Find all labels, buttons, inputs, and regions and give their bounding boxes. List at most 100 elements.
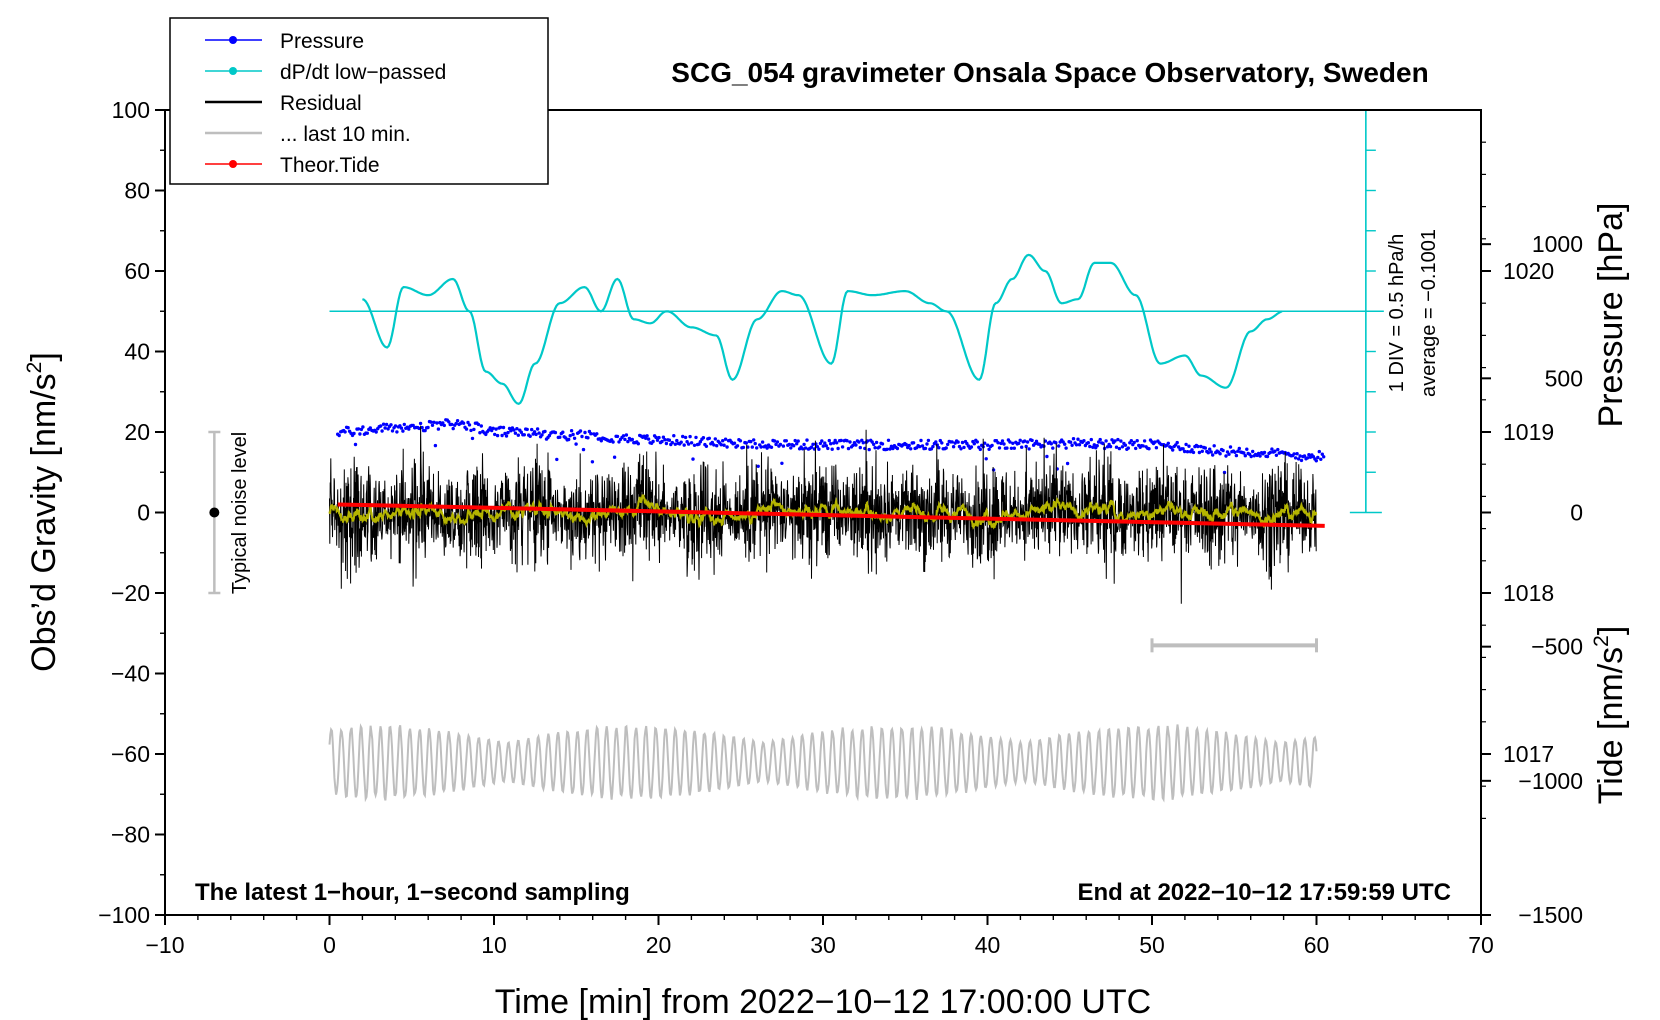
pressure-point bbox=[358, 432, 362, 436]
y-tick-label: −40 bbox=[111, 661, 150, 687]
tide-axis-label-sup: 2 bbox=[1590, 635, 1613, 647]
pressure-point bbox=[809, 445, 814, 449]
pressure-point bbox=[621, 434, 626, 438]
legend: Pressure dP/dt low−passed Residual ... last… bbox=[169, 17, 549, 185]
pressure-point bbox=[1270, 447, 1274, 451]
pressure-point bbox=[1132, 440, 1136, 445]
pressure-point bbox=[749, 439, 753, 444]
pressure-point bbox=[368, 426, 372, 430]
pressure-point bbox=[1181, 447, 1185, 451]
pressure-point bbox=[501, 425, 506, 430]
pressure-point bbox=[1008, 440, 1012, 444]
pressure-point bbox=[867, 447, 871, 452]
y-axis-label-close: ] bbox=[25, 352, 63, 361]
pressure-point bbox=[430, 423, 435, 427]
pressure-point bbox=[719, 443, 723, 447]
pressure-point bbox=[578, 429, 583, 433]
pressure-point bbox=[686, 442, 691, 446]
pressure-point bbox=[707, 436, 711, 440]
pressure-point bbox=[891, 446, 895, 451]
pressure-point bbox=[525, 427, 529, 432]
pressure-point bbox=[969, 445, 974, 449]
pressure-point bbox=[374, 430, 378, 434]
pressure-point bbox=[832, 441, 836, 445]
pressure-point bbox=[732, 441, 737, 445]
pressure-point bbox=[395, 430, 399, 434]
pressure-point bbox=[672, 434, 676, 438]
pressure-point bbox=[861, 441, 865, 445]
pressure-point bbox=[1116, 437, 1120, 442]
pressure-point bbox=[1221, 448, 1225, 453]
pressure-point bbox=[1147, 447, 1151, 451]
y-tick-label: 60 bbox=[124, 258, 150, 284]
y-tick-label: −100 bbox=[98, 902, 150, 928]
pressure-point bbox=[960, 440, 965, 445]
pressure-point bbox=[683, 435, 688, 440]
pressure-point bbox=[491, 426, 495, 430]
pressure-point bbox=[568, 434, 572, 438]
pressure-point bbox=[1082, 439, 1086, 443]
pressure-point bbox=[821, 444, 825, 448]
pressure-point bbox=[682, 443, 686, 447]
pressure-tick-label: 1017 bbox=[1503, 741, 1554, 767]
pressure-point bbox=[920, 444, 925, 448]
pressure-point bbox=[1141, 444, 1145, 448]
pressure-point bbox=[1211, 453, 1215, 457]
pressure-point bbox=[555, 457, 559, 462]
pressure-point bbox=[673, 442, 677, 446]
pressure-point bbox=[1296, 457, 1301, 461]
pressure-point bbox=[774, 442, 778, 447]
pressure-point bbox=[1242, 451, 1246, 455]
pressure-point bbox=[663, 438, 667, 442]
pressure-point bbox=[753, 441, 757, 446]
pressure-point bbox=[534, 432, 538, 437]
tide-tick-label: 1000 bbox=[1532, 231, 1583, 257]
pressure-point bbox=[1086, 441, 1091, 445]
y-tick-label: 80 bbox=[124, 178, 150, 204]
pressure-point bbox=[574, 442, 578, 446]
pressure-point bbox=[626, 439, 630, 444]
pressure-point bbox=[990, 443, 994, 448]
pressure-point bbox=[1258, 454, 1262, 458]
pressure-point bbox=[823, 441, 827, 445]
pressure-point bbox=[423, 428, 427, 433]
pressure-point bbox=[599, 439, 603, 443]
pressure-point bbox=[857, 440, 861, 444]
pressure-point bbox=[1218, 452, 1222, 456]
pressure-point bbox=[532, 430, 537, 434]
pressure-point bbox=[840, 445, 845, 449]
pressure-point bbox=[470, 436, 475, 441]
pressure-point bbox=[451, 426, 455, 431]
pressure-point bbox=[383, 426, 387, 430]
pressure-point bbox=[1009, 446, 1014, 450]
pressure-point bbox=[792, 444, 796, 448]
pressure-point bbox=[919, 438, 923, 443]
pressure-point bbox=[1171, 448, 1175, 452]
pressure-point bbox=[623, 437, 627, 442]
pressure-point bbox=[765, 446, 769, 450]
pressure-point bbox=[866, 439, 870, 443]
pressure-point bbox=[1256, 451, 1261, 456]
pressure-point bbox=[530, 427, 534, 432]
pressure-point bbox=[402, 422, 406, 427]
pressure-point bbox=[590, 460, 595, 464]
theor-tide-series bbox=[337, 502, 1325, 528]
y-axis-label: Obs’d Gravity [nm/s2] bbox=[23, 352, 63, 672]
pressure-point bbox=[1030, 438, 1034, 443]
pressure-point bbox=[1182, 449, 1187, 454]
pressure-point bbox=[661, 435, 666, 439]
pressure-point bbox=[657, 435, 661, 440]
pressure-point bbox=[543, 429, 547, 434]
x-axis-ticks: −10 0 10 20 30 40 50 60 70 bbox=[145, 915, 1494, 958]
pressure-point bbox=[1299, 458, 1304, 463]
pressure-point bbox=[1057, 444, 1061, 448]
pressure-point bbox=[738, 439, 743, 443]
pressure-point bbox=[692, 443, 697, 447]
pressure-point bbox=[873, 446, 877, 450]
pressure-point bbox=[595, 432, 599, 436]
pressure-point bbox=[694, 435, 698, 440]
pressure-point bbox=[1051, 446, 1055, 450]
tide-tick-label: −1500 bbox=[1518, 902, 1583, 928]
pressure-point bbox=[986, 443, 990, 447]
pressure-point bbox=[381, 422, 386, 426]
